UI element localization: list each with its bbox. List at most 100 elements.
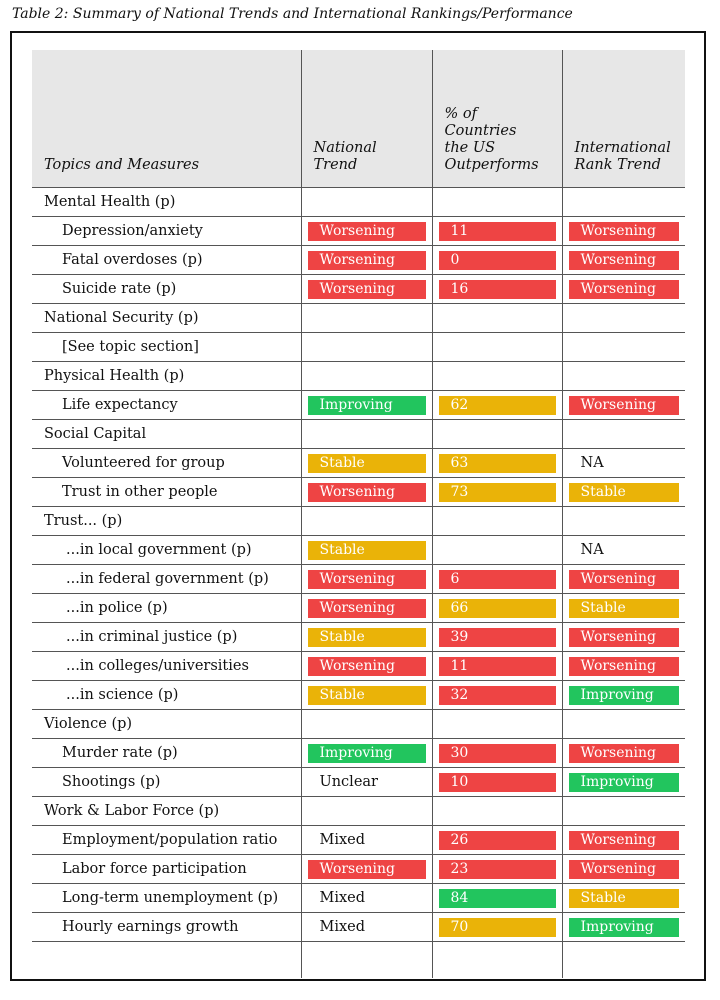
intl-rank-trend-badge: Stable bbox=[568, 598, 679, 618]
intl-rank-trend-text: NA bbox=[580, 542, 604, 558]
topic-label: Mental Health (p) bbox=[32, 187, 301, 217]
national-trend-text: Mixed bbox=[319, 890, 366, 906]
topic-label: Trust... (p) bbox=[32, 506, 301, 536]
national-trend-badge: Stable bbox=[307, 540, 426, 560]
pct-outperforms-cell: 16 bbox=[431, 274, 562, 304]
intl-rank-trend-cell bbox=[561, 187, 685, 217]
national-trend-cell: Worsening bbox=[300, 564, 432, 594]
national-trend-badge: Improving bbox=[307, 743, 426, 763]
pct-outperforms-cell bbox=[431, 332, 562, 362]
intl-rank-trend-badge: Improving bbox=[568, 772, 679, 792]
table-body: Mental Health (p) Depression/anxiety Worse… bbox=[32, 187, 685, 978]
topic-label: Work & Labor Force (p) bbox=[32, 796, 301, 826]
intl-rank-trend-badge: Worsening bbox=[568, 279, 679, 299]
intl-rank-trend-cell: Stable bbox=[561, 883, 685, 913]
measure-label: [See topic section] bbox=[32, 332, 301, 362]
national-trend-cell: Unclear bbox=[300, 767, 432, 797]
intl-rank-trend-cell bbox=[561, 796, 685, 826]
measure-label: ...in colleges/universities bbox=[32, 651, 301, 681]
pct-outperforms-badge: 10 bbox=[438, 772, 556, 792]
national-trend-badge: Stable bbox=[307, 627, 426, 647]
intl-rank-trend-cell bbox=[561, 332, 685, 362]
pct-outperforms-badge: 6 bbox=[438, 569, 556, 589]
measure-label: Labor force participation bbox=[32, 854, 301, 884]
measure-row: Trust in other people Worsening 73 Stable bbox=[32, 477, 685, 507]
pct-outperforms-badge: 73 bbox=[438, 482, 556, 502]
topic-row: Violence (p) bbox=[32, 709, 685, 739]
national-trend-cell bbox=[300, 506, 432, 536]
pct-outperforms-cell bbox=[431, 796, 562, 826]
pct-outperforms-cell: 63 bbox=[431, 448, 562, 478]
intl-rank-trend-cell: NA bbox=[561, 535, 685, 565]
topic-label: Social Capital bbox=[32, 419, 301, 449]
national-trend-badge: Worsening bbox=[307, 656, 426, 676]
national-trend-cell: Stable bbox=[300, 448, 432, 478]
pct-outperforms-badge: 66 bbox=[438, 598, 556, 618]
intl-rank-trend-badge: Worsening bbox=[568, 569, 679, 589]
measure-label: Shootings (p) bbox=[32, 767, 301, 797]
pct-outperforms-badge: 11 bbox=[438, 221, 556, 241]
measure-row: Fatal overdoses (p) Worsening 0 Worsening bbox=[32, 245, 685, 275]
pct-outperforms-cell bbox=[431, 506, 562, 536]
pct-outperforms-badge: 32 bbox=[438, 685, 556, 705]
pct-outperforms-cell: 73 bbox=[431, 477, 562, 507]
national-trend-cell bbox=[300, 419, 432, 449]
measure-label: ...in local government (p) bbox=[32, 535, 301, 565]
pct-outperforms-cell: 11 bbox=[431, 651, 562, 681]
national-trend-text: Mixed bbox=[319, 919, 366, 935]
intl-rank-trend-cell: Worsening bbox=[561, 854, 685, 884]
national-trend-badge: Worsening bbox=[307, 221, 426, 241]
intl-rank-trend-cell bbox=[561, 361, 685, 391]
header-national-trend: National Trend bbox=[300, 50, 432, 188]
intl-rank-trend-cell bbox=[561, 419, 685, 449]
topic-row: Trust... (p) bbox=[32, 506, 685, 536]
measure-row: [See topic section] bbox=[32, 332, 685, 362]
intl-rank-trend-cell: Worsening bbox=[561, 651, 685, 681]
spacer-cell bbox=[561, 941, 685, 978]
intl-rank-trend-text: NA bbox=[580, 455, 604, 471]
measure-row: Employment/population ratio Mixed 26 Worsen… bbox=[32, 825, 685, 855]
table-caption: Table 2: Summary of National Trends and … bbox=[12, 6, 573, 22]
intl-rank-trend-cell: Worsening bbox=[561, 390, 685, 420]
pct-outperforms-cell: 11 bbox=[431, 216, 562, 246]
national-trend-cell: Worsening bbox=[300, 593, 432, 623]
measure-label: Volunteered for group bbox=[32, 448, 301, 478]
pct-outperforms-cell: 32 bbox=[431, 680, 562, 710]
pct-outperforms-cell bbox=[431, 709, 562, 739]
pct-outperforms-cell: 39 bbox=[431, 622, 562, 652]
national-trend-cell: Worsening bbox=[300, 477, 432, 507]
intl-rank-trend-cell: Improving bbox=[561, 912, 685, 942]
measure-label: ...in criminal justice (p) bbox=[32, 622, 301, 652]
national-trend-badge: Worsening bbox=[307, 250, 426, 270]
national-trend-cell: Worsening bbox=[300, 651, 432, 681]
intl-rank-trend-cell: Worsening bbox=[561, 564, 685, 594]
intl-rank-trend-badge: Stable bbox=[568, 482, 679, 502]
topic-row: Physical Health (p) bbox=[32, 361, 685, 391]
pct-outperforms-badge: 30 bbox=[438, 743, 556, 763]
national-trend-badge: Worsening bbox=[307, 482, 426, 502]
table-frame: Topics and Measures National Trend % of Co… bbox=[10, 31, 706, 981]
header-row: Topics and Measures National Trend % of Co… bbox=[32, 50, 685, 188]
national-trend-cell bbox=[300, 332, 432, 362]
national-trend-text: Unclear bbox=[319, 774, 378, 790]
spacer-cell bbox=[431, 941, 562, 978]
intl-rank-trend-badge: Worsening bbox=[568, 743, 679, 763]
pct-outperforms-badge: 62 bbox=[438, 395, 556, 415]
pct-outperforms-cell: 62 bbox=[431, 390, 562, 420]
intl-rank-trend-badge: Worsening bbox=[568, 656, 679, 676]
measure-label: Hourly earnings growth bbox=[32, 912, 301, 942]
national-trend-badge: Improving bbox=[307, 395, 426, 415]
measure-row: ...in colleges/universities Worsening 11 Wo… bbox=[32, 651, 685, 681]
pct-outperforms-badge: 23 bbox=[438, 859, 556, 879]
national-trend-text: Mixed bbox=[319, 832, 366, 848]
measure-row: Depression/anxiety Worsening 11 Worsening bbox=[32, 216, 685, 246]
pct-outperforms-cell bbox=[431, 361, 562, 391]
measure-label: Trust in other people bbox=[32, 477, 301, 507]
national-trend-badge: Stable bbox=[307, 453, 426, 473]
national-trend-cell: Mixed bbox=[300, 912, 432, 942]
national-trend-badge: Worsening bbox=[307, 569, 426, 589]
intl-rank-trend-cell: NA bbox=[561, 448, 685, 478]
header-intl-rank-trend: International Rank Trend bbox=[561, 50, 685, 188]
intl-rank-trend-badge: Worsening bbox=[568, 627, 679, 647]
measure-row: ...in federal government (p) Worsening 6 Wo… bbox=[32, 564, 685, 594]
